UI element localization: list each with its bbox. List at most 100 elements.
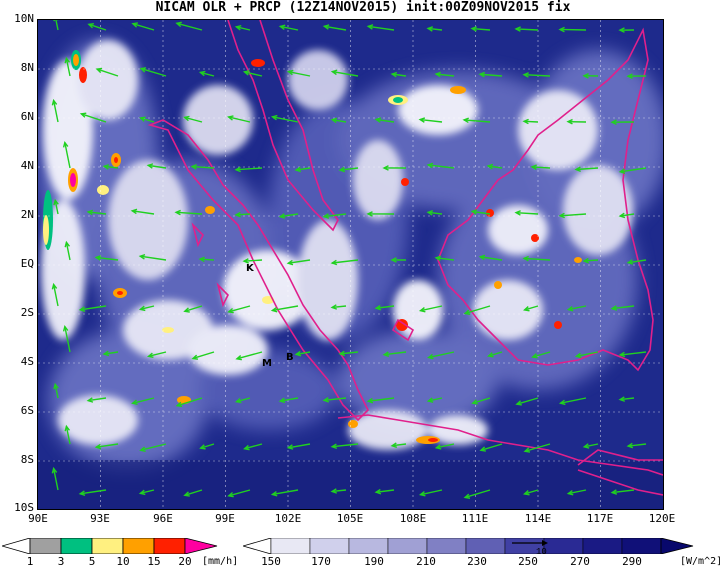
precip-colorbar xyxy=(2,538,218,554)
wind-arrow xyxy=(626,442,647,449)
wind-arrow xyxy=(270,305,299,313)
sumatra-islands xyxy=(191,222,415,342)
wind-arrow xyxy=(270,489,299,497)
lon-label-99e: 99E xyxy=(215,512,235,525)
lat-label-8s: 8S xyxy=(20,453,34,466)
wind-arrow xyxy=(86,397,107,403)
wind-arrow xyxy=(582,257,599,264)
wind-arrow xyxy=(434,255,455,262)
coastlines xyxy=(147,20,663,496)
lon-label-102e: 102E xyxy=(274,512,302,525)
wind-arrow xyxy=(471,397,491,405)
wind-arrow xyxy=(366,211,395,217)
wind-arrow xyxy=(51,282,59,307)
reference-vector-label: 10 xyxy=(536,547,547,557)
wind-arrow xyxy=(53,382,59,399)
wind-arrow xyxy=(234,397,251,404)
wind-arrow xyxy=(243,443,263,451)
lat-label-10s: 10S xyxy=(14,501,34,514)
wind-arrow xyxy=(175,21,203,31)
precip-bin-2 xyxy=(60,538,93,554)
wind-arrow xyxy=(87,22,107,31)
wind-arrow xyxy=(531,351,551,359)
cloud-layer-high xyxy=(41,40,633,450)
wind-arrow xyxy=(138,305,155,312)
wind-arrow xyxy=(582,72,599,79)
wind-arrow xyxy=(610,489,635,495)
lon-label-105e: 105E xyxy=(336,512,364,525)
wind-arrow xyxy=(374,488,395,495)
wind-arrow xyxy=(131,397,155,405)
wind-arrow xyxy=(286,69,311,77)
malay-peninsula-coast xyxy=(227,20,339,232)
wind-arrow xyxy=(139,443,167,452)
wind-arrow xyxy=(434,71,455,78)
wind-arrow xyxy=(558,212,587,219)
wind-arrow xyxy=(330,488,347,494)
wind-arrow xyxy=(426,397,443,403)
islands-coast xyxy=(577,449,663,496)
olr-label-170: 170 xyxy=(311,555,331,568)
precip-bin-6 xyxy=(184,538,218,554)
lat-label-4s: 4S xyxy=(20,355,34,368)
wind-arrow xyxy=(62,324,71,353)
olr-bin-10 xyxy=(621,538,662,554)
olr-label-250: 250 xyxy=(518,555,538,568)
olr-label-210: 210 xyxy=(416,555,436,568)
wind-arrow xyxy=(330,69,359,77)
wind-arrow xyxy=(286,259,311,266)
wind-arrow xyxy=(294,350,311,357)
wind-arrow xyxy=(183,489,203,497)
precip-bin-5 xyxy=(153,538,186,554)
precip-bin-4 xyxy=(122,538,155,554)
wind-arrow xyxy=(191,351,215,360)
wind-arrow xyxy=(130,208,155,215)
wind-arrow xyxy=(278,24,299,31)
wind-arrow xyxy=(574,351,599,359)
wind-arrow xyxy=(618,167,647,174)
wind-arrow xyxy=(227,305,251,314)
borneo-coast xyxy=(437,27,654,372)
wind-arrow xyxy=(382,351,407,357)
precip-unit: [mm/h] xyxy=(202,556,239,567)
olr-bin-3 xyxy=(348,538,389,554)
wind-arrow xyxy=(523,305,539,312)
wind-arrow xyxy=(102,350,119,357)
wind-arrow xyxy=(86,209,107,216)
lat-label-eq: EQ xyxy=(20,257,34,270)
wind-arrow xyxy=(330,259,359,266)
wind-arrow xyxy=(79,112,107,123)
wind-arrow xyxy=(146,163,167,169)
wind-arrow xyxy=(478,71,503,78)
wind-arrow xyxy=(338,350,359,357)
wind-arrow xyxy=(523,443,551,453)
lon-label-93e: 93E xyxy=(90,512,110,525)
sumatra-coast xyxy=(147,119,369,422)
olr-bin-4 xyxy=(387,538,428,554)
wind-arrow xyxy=(418,489,443,497)
wind-arrow xyxy=(95,67,119,77)
wind-arrow xyxy=(479,443,503,452)
olr-bin-1 xyxy=(270,538,311,554)
wind-arrow xyxy=(434,443,455,450)
wind-arrow xyxy=(487,351,503,358)
wind-arrow xyxy=(94,443,119,450)
precip-label-5: 5 xyxy=(88,555,96,568)
place-label-b: B xyxy=(286,352,294,363)
wind-arrow xyxy=(426,26,443,32)
wind-arrow xyxy=(463,489,491,499)
lat-label-4n: 4N xyxy=(20,159,34,172)
wind-arrow xyxy=(514,26,539,32)
map-panel[interactable] xyxy=(37,19,664,510)
wind-arrow xyxy=(522,255,551,262)
wind-arrow xyxy=(242,70,263,77)
wind-arrow xyxy=(131,22,155,31)
olr-bin-2 xyxy=(309,538,350,554)
wind-arrow xyxy=(51,466,59,491)
lat-label-2s: 2S xyxy=(20,306,34,319)
lon-label-96e: 96E xyxy=(153,512,173,525)
wind-arrow xyxy=(566,118,587,125)
wind-arrow xyxy=(530,164,551,170)
wind-arrow xyxy=(523,489,539,496)
wind-arrow xyxy=(390,257,407,263)
